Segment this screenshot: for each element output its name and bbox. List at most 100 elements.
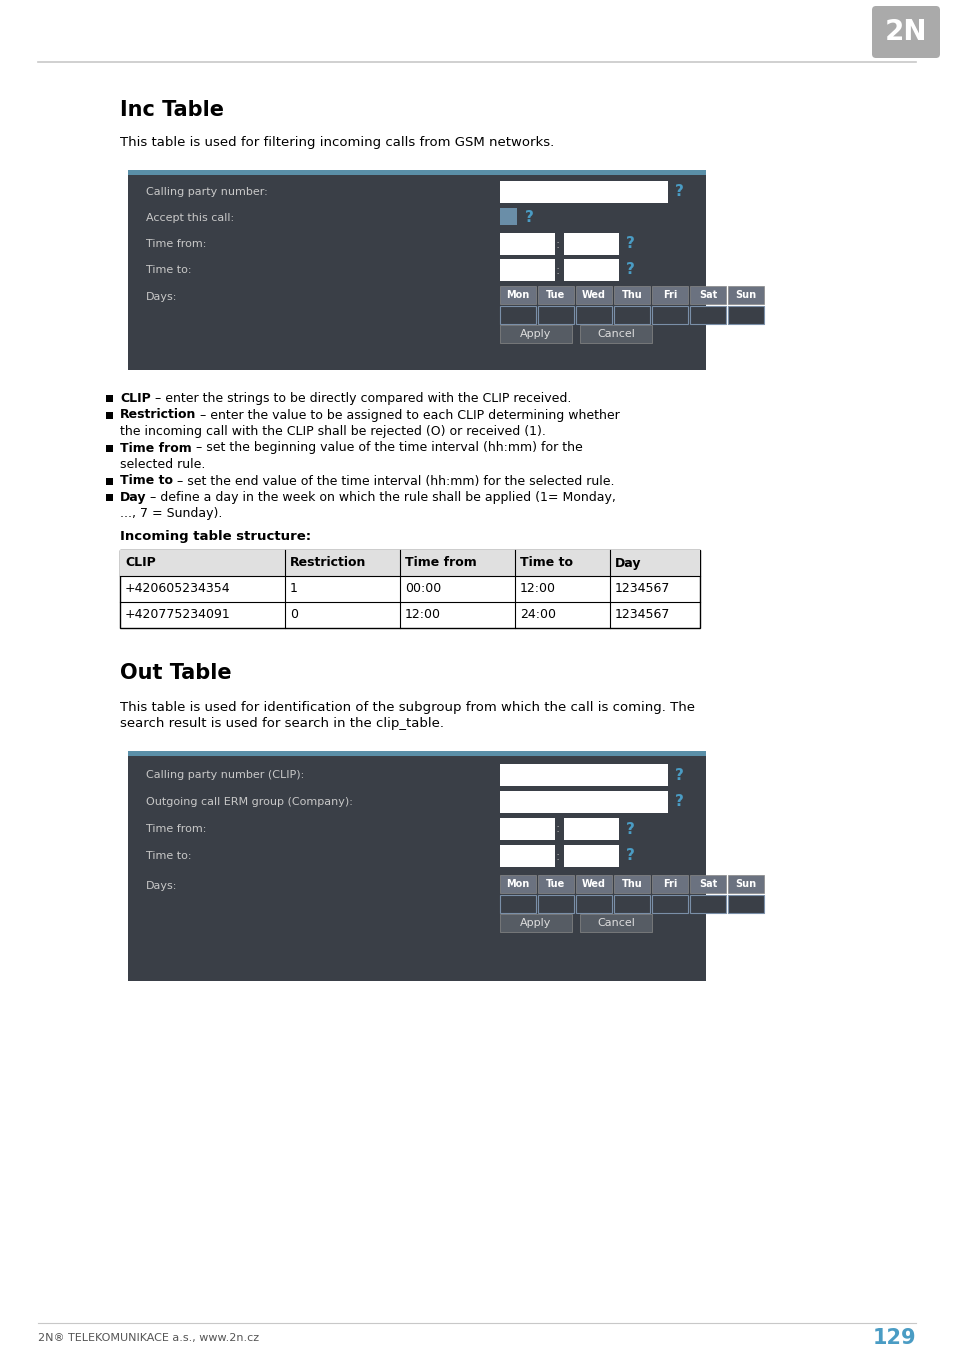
Text: Inc Table: Inc Table (120, 100, 224, 120)
FancyBboxPatch shape (499, 895, 536, 913)
FancyBboxPatch shape (120, 549, 700, 628)
FancyBboxPatch shape (576, 895, 612, 913)
Text: ..., 7 = Sunday).: ..., 7 = Sunday). (120, 508, 222, 521)
Text: 1234567: 1234567 (615, 582, 670, 595)
Text: Time to: Time to (120, 474, 172, 487)
FancyBboxPatch shape (537, 875, 574, 892)
Text: Days:: Days: (146, 292, 177, 302)
Text: Days:: Days: (146, 882, 177, 891)
FancyBboxPatch shape (499, 208, 517, 225)
FancyBboxPatch shape (871, 5, 939, 58)
Text: Out Table: Out Table (120, 663, 232, 683)
Text: Restriction: Restriction (120, 409, 196, 421)
Text: Time from:: Time from: (146, 239, 206, 248)
Text: Tue: Tue (546, 290, 565, 300)
Text: Time from: Time from (120, 441, 192, 455)
Text: ?: ? (675, 768, 683, 783)
Text: Tue: Tue (546, 879, 565, 890)
FancyBboxPatch shape (128, 170, 705, 370)
FancyBboxPatch shape (563, 259, 618, 281)
FancyBboxPatch shape (128, 751, 705, 756)
FancyBboxPatch shape (499, 791, 667, 813)
Text: Apply: Apply (519, 918, 551, 927)
FancyBboxPatch shape (576, 286, 612, 304)
Text: 1234567: 1234567 (615, 609, 670, 621)
FancyBboxPatch shape (576, 875, 612, 892)
FancyBboxPatch shape (579, 325, 651, 343)
Text: Calling party number (CLIP):: Calling party number (CLIP): (146, 769, 304, 780)
Text: Fri: Fri (662, 879, 677, 890)
Text: Mon: Mon (506, 879, 529, 890)
Text: – set the beginning value of the time interval (hh:mm) for the: – set the beginning value of the time in… (192, 441, 582, 455)
Text: Mon: Mon (506, 290, 529, 300)
FancyBboxPatch shape (120, 549, 700, 576)
Text: – set the end value of the time interval (hh:mm) for the selected rule.: – set the end value of the time interval… (172, 474, 614, 487)
FancyBboxPatch shape (128, 751, 705, 981)
Text: Time from: Time from (405, 556, 476, 570)
FancyBboxPatch shape (579, 914, 651, 931)
Text: 2N® TELEKOMUNIKACE a.s., www.2n.cz: 2N® TELEKOMUNIKACE a.s., www.2n.cz (38, 1332, 259, 1343)
Text: Thu: Thu (621, 290, 641, 300)
Text: Outgoing call ERM group (Company):: Outgoing call ERM group (Company): (146, 796, 353, 807)
Text: CLIP: CLIP (120, 392, 151, 405)
FancyBboxPatch shape (651, 875, 687, 892)
Text: ?: ? (625, 262, 634, 278)
Text: 12:00: 12:00 (405, 609, 440, 621)
Text: :: : (556, 822, 559, 836)
Text: Sat: Sat (699, 290, 717, 300)
FancyBboxPatch shape (614, 895, 649, 913)
Text: Accept this call:: Accept this call: (146, 213, 233, 223)
Text: 0: 0 (290, 609, 297, 621)
FancyBboxPatch shape (537, 286, 574, 304)
FancyBboxPatch shape (563, 845, 618, 867)
Text: Thu: Thu (621, 879, 641, 890)
FancyBboxPatch shape (128, 170, 705, 176)
FancyBboxPatch shape (106, 444, 112, 451)
FancyBboxPatch shape (537, 895, 574, 913)
Text: This table is used for filtering incoming calls from GSM networks.: This table is used for filtering incomin… (120, 136, 554, 148)
Text: 2N: 2N (883, 18, 926, 46)
FancyBboxPatch shape (106, 494, 112, 501)
FancyBboxPatch shape (537, 306, 574, 324)
Text: Time to:: Time to: (146, 850, 192, 861)
FancyBboxPatch shape (499, 764, 667, 786)
FancyBboxPatch shape (499, 234, 555, 255)
Text: ?: ? (625, 236, 634, 251)
Text: :: : (556, 238, 559, 251)
Text: search result is used for search in the clip_table.: search result is used for search in the … (120, 717, 443, 730)
FancyBboxPatch shape (727, 306, 763, 324)
FancyBboxPatch shape (727, 895, 763, 913)
FancyBboxPatch shape (106, 478, 112, 485)
Text: :: : (556, 849, 559, 863)
FancyBboxPatch shape (614, 286, 649, 304)
Text: Sun: Sun (735, 879, 756, 890)
Text: – enter the strings to be directly compared with the CLIP received.: – enter the strings to be directly compa… (151, 392, 571, 405)
Text: selected rule.: selected rule. (120, 458, 205, 471)
Text: Day: Day (615, 556, 640, 570)
FancyBboxPatch shape (651, 286, 687, 304)
Text: 129: 129 (871, 1328, 915, 1349)
FancyBboxPatch shape (499, 306, 536, 324)
FancyBboxPatch shape (106, 396, 112, 402)
Text: Time to:: Time to: (146, 265, 192, 275)
FancyBboxPatch shape (689, 306, 725, 324)
Text: Time from:: Time from: (146, 824, 206, 834)
Text: Sun: Sun (735, 290, 756, 300)
Text: Cancel: Cancel (597, 918, 635, 927)
Text: ?: ? (524, 211, 534, 225)
Text: 1: 1 (290, 582, 297, 595)
FancyBboxPatch shape (499, 875, 536, 892)
Text: 00:00: 00:00 (405, 582, 441, 595)
FancyBboxPatch shape (689, 895, 725, 913)
FancyBboxPatch shape (651, 895, 687, 913)
Text: ?: ? (625, 849, 634, 864)
Text: – enter the value to be assigned to each CLIP determining whether: – enter the value to be assigned to each… (196, 409, 619, 421)
FancyBboxPatch shape (499, 286, 536, 304)
Text: Fri: Fri (662, 290, 677, 300)
FancyBboxPatch shape (499, 325, 572, 343)
Text: Calling party number:: Calling party number: (146, 188, 268, 197)
Text: Cancel: Cancel (597, 329, 635, 339)
Text: 12:00: 12:00 (519, 582, 556, 595)
Text: +420605234354: +420605234354 (125, 582, 231, 595)
Text: Incoming table structure:: Incoming table structure: (120, 531, 311, 543)
